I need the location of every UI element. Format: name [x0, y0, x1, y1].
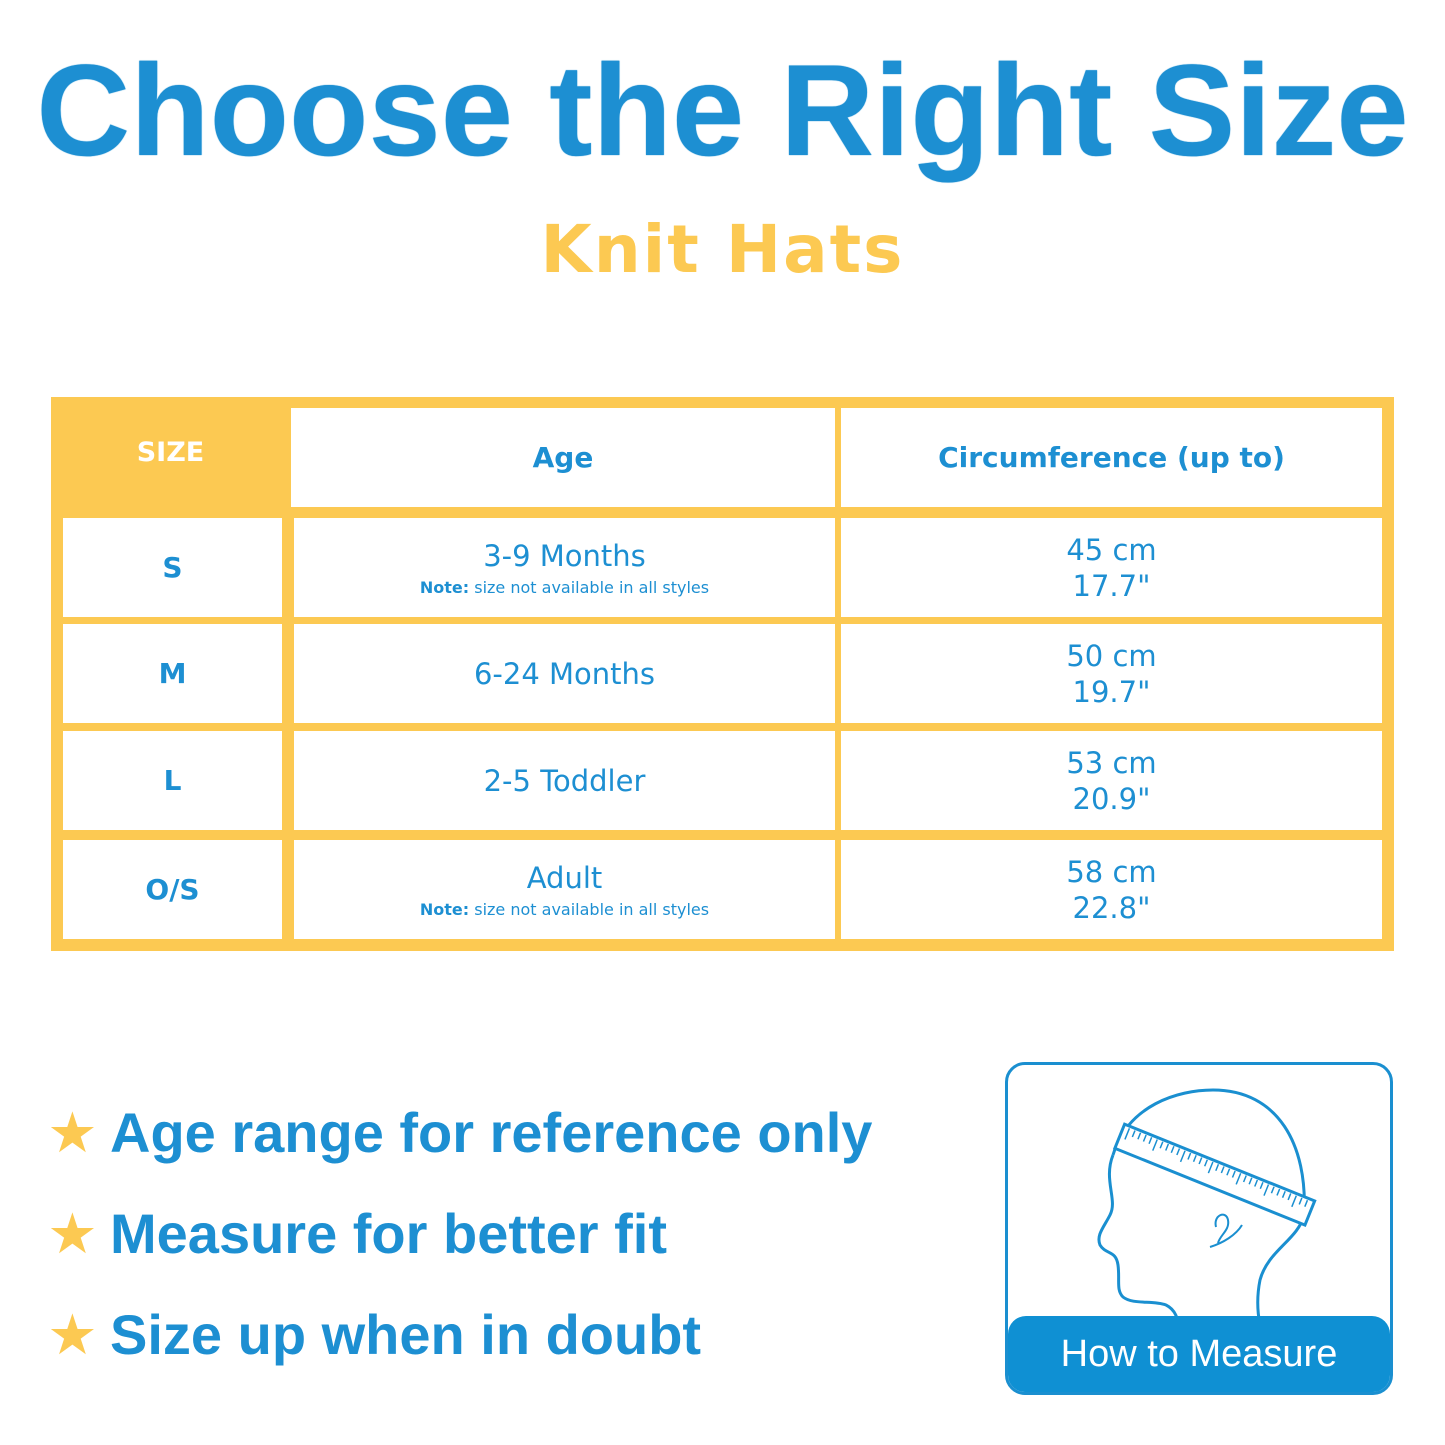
size-cell: L — [63, 731, 282, 830]
circumference-cm: 58 cm — [1066, 854, 1157, 889]
tip-text: Age range for reference only — [110, 1101, 873, 1164]
how-to-measure-label: How to Measure — [1008, 1316, 1390, 1392]
header-size: SIZE — [136, 436, 205, 468]
head-measuring-tape-icon — [1097, 1088, 1317, 1325]
page-subtitle: Knit Hats — [540, 211, 905, 288]
age-cell: Adult Note: size not available in all sty… — [294, 840, 835, 939]
tip-item: ★ Measure for better fit — [50, 1201, 667, 1267]
tip-item: ★ Size up when in doubt — [50, 1302, 701, 1368]
tip-text: Size up when in doubt — [110, 1303, 702, 1366]
tip-item: ★ Age range for reference only — [50, 1100, 872, 1166]
star-icon: ★ — [50, 1307, 95, 1363]
circumference-cm: 45 cm — [1066, 532, 1157, 567]
tip-text: Measure for better fit — [110, 1202, 667, 1265]
age-value: 6-24 Months — [473, 656, 656, 691]
circumference-cell: 50 cm 19.7" — [841, 624, 1382, 723]
circumference-inch: 19.7" — [1072, 674, 1151, 709]
age-cell: 6-24 Months — [294, 624, 835, 723]
star-icon: ★ — [50, 1206, 95, 1262]
size-table: SIZE Age Circumference (up to) S 3-9 Mon… — [51, 397, 1394, 951]
age-value: Adult — [526, 861, 603, 895]
circumference-cm: 50 cm — [1066, 638, 1157, 673]
size-cell: S — [63, 518, 282, 617]
size-cell: O/S — [63, 840, 282, 939]
header-age: Age — [291, 408, 835, 507]
circumference-cell: 53 cm 20.9" — [841, 731, 1382, 830]
age-cell: 2-5 Toddler — [294, 731, 835, 830]
circumference-inch: 17.7" — [1072, 568, 1151, 603]
age-value: 2-5 Toddler — [483, 763, 646, 798]
header-circumference: Circumference (up to) — [841, 408, 1382, 507]
circumference-cell: 45 cm 17.7" — [841, 518, 1382, 617]
circumference-cm: 53 cm — [1066, 745, 1157, 780]
age-value: 3-9 Months — [483, 539, 646, 573]
age-note: Note: size not available in all styles — [419, 578, 710, 597]
circumference-inch: 22.8" — [1072, 890, 1151, 925]
star-icon: ★ — [50, 1105, 95, 1161]
circumference-inch: 20.9" — [1072, 781, 1151, 816]
size-cell: M — [63, 624, 282, 723]
age-cell: 3-9 Months Note: size not available in al… — [294, 518, 835, 617]
circumference-cell: 58 cm 22.8" — [841, 840, 1382, 939]
age-note: Note: size not available in all styles — [419, 900, 710, 919]
page-title: Choose the Right Size — [36, 37, 1409, 183]
how-to-measure-card: How to Measure — [1005, 1062, 1393, 1395]
